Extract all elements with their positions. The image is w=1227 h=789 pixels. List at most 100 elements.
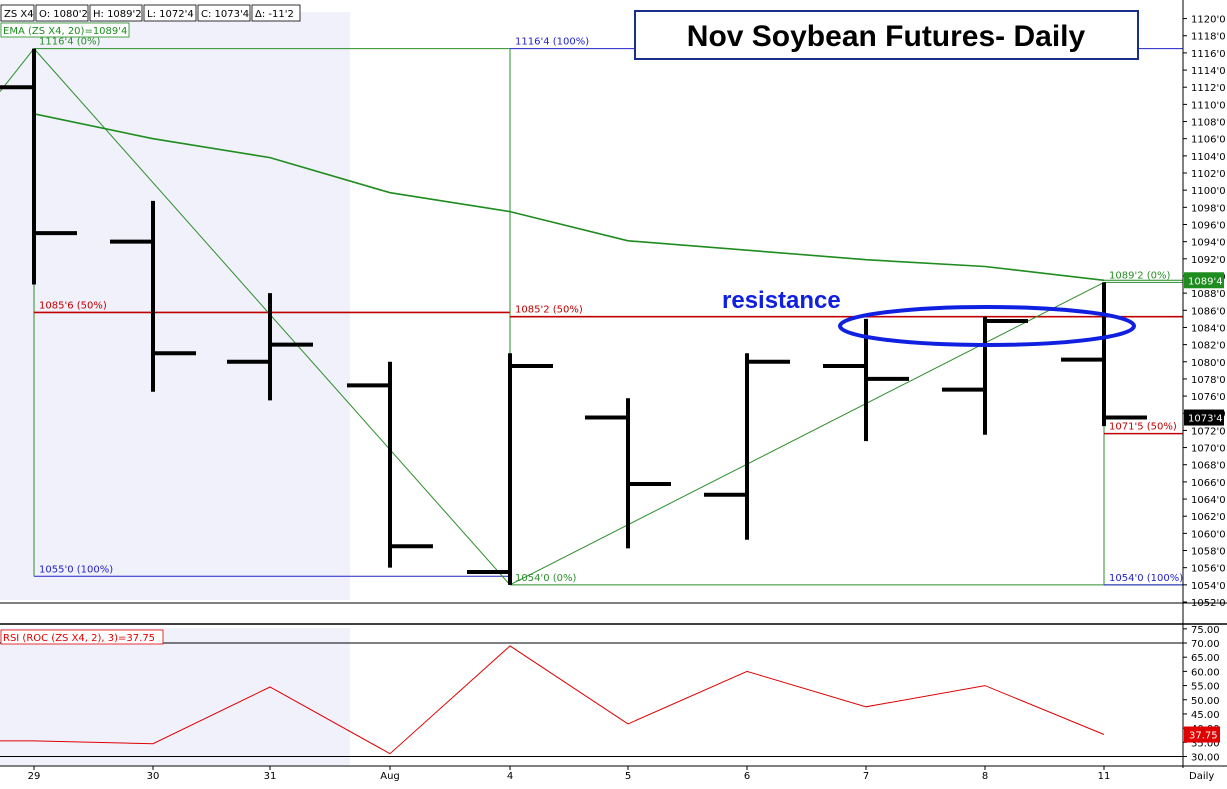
x-tick-label: Aug (380, 771, 400, 782)
ohlc-bar (942, 316, 1028, 435)
fib-level-label: 1085'2 (50%) (515, 305, 583, 316)
x-tick-label: 31 (264, 771, 277, 782)
chart-title: Nov Soybean Futures- Daily (687, 20, 1086, 53)
y-tick-label: 1098'0 (1191, 203, 1226, 214)
last-price-tag (1184, 409, 1224, 426)
rsi-tick-label: 60.00 (1191, 667, 1220, 678)
ema-line (33, 113, 1105, 282)
ohlc-bar (110, 200, 196, 392)
fib-level-label: 1085'6 (50%) (39, 300, 107, 311)
y-tick-label: 1066'0 (1191, 478, 1226, 489)
rsi-legend-box (0, 629, 164, 645)
ohlc-bar (585, 398, 671, 549)
x-tick-label: 6 (744, 771, 750, 782)
y-tick-label: 1060'0 (1191, 529, 1226, 540)
fib-level-label: 1055'0 (100%) (39, 564, 113, 575)
x-tick-label: 30 (147, 771, 160, 782)
fib-level-label: 1054'0 (0%) (515, 573, 577, 584)
ema-value-tag (1184, 272, 1224, 289)
symbol-label-box (0, 4, 35, 22)
last-price-label: 1073'4 (1188, 414, 1223, 425)
ohlc-bar (227, 293, 313, 401)
x-tick-label: 29 (28, 771, 41, 782)
high-label-box (89, 4, 143, 22)
x-tick-label: 11 (1098, 771, 1111, 782)
low-label-box (143, 4, 197, 22)
fib-level-label: 1116'4 (0%) (39, 37, 101, 48)
y-tick-label: 1096'0 (1191, 220, 1226, 231)
change-label-box (251, 4, 301, 22)
y-tick-label: 1094'0 (1191, 238, 1226, 249)
rsi-value-label: 37.75 (1189, 731, 1218, 742)
ema-value-label: 1089'4 (1188, 276, 1223, 287)
shaded-region (0, 12, 350, 600)
rsi-line (33, 645, 1105, 755)
ohlc-bar (467, 353, 553, 585)
symbol-label: ZS X4 (4, 9, 34, 20)
close-label: C: 1073'4 (201, 9, 249, 20)
ohlc-bar (704, 353, 790, 540)
low-label: L: 1072'4 (147, 9, 194, 20)
y-tick-label: 1106'0 (1191, 135, 1226, 146)
y-tick-label: 1052'0 (1191, 598, 1226, 609)
fib-level-label: 1071'5 (50%) (1109, 422, 1177, 433)
y-tick-label: 1110'0 (1191, 100, 1226, 111)
high-label: H: 1089'2 (93, 9, 142, 20)
y-tick-label: 1118'0 (1191, 32, 1226, 43)
ohlc-bar (1061, 282, 1147, 427)
y-tick-label: 1108'0 (1191, 118, 1226, 129)
y-tick-label: 1056'0 (1191, 564, 1226, 575)
rsi-tick-label: 50.00 (1191, 696, 1220, 707)
y-tick-label: 1064'0 (1191, 495, 1226, 506)
y-tick-label: 1116'0 (1191, 49, 1226, 60)
close-label-box (197, 4, 251, 22)
y-tick-label: 1100'0 (1191, 186, 1226, 197)
y-tick-label: 1058'0 (1191, 547, 1226, 558)
rsi-tick-label: 35.00 (1191, 738, 1220, 749)
y-tick-label: 1102'0 (1191, 169, 1226, 180)
y-tick-label: 1112'0 (1191, 83, 1226, 94)
y-tick-label: 1120'0 (1191, 15, 1226, 26)
resistance-ellipse (838, 305, 1136, 347)
y-tick-label: 1084'0 (1191, 323, 1226, 334)
title-box (634, 10, 1139, 60)
timeframe-label: Daily (1189, 771, 1214, 782)
fib-trend-line (509, 281, 1105, 586)
rsi-tick-label: 65.00 (1191, 653, 1220, 664)
fib-trend-line (0, 48, 35, 92)
open-label-box (35, 4, 89, 22)
fib-level-label: 1089'2 (0%) (1109, 270, 1171, 281)
rsi-value-tag (1184, 726, 1220, 743)
y-tick-label: 1054'0 (1191, 581, 1226, 592)
y-tick-label: 1078'0 (1191, 375, 1226, 386)
y-tick-label: 1092'0 (1191, 255, 1226, 266)
rsi-tick-label: 70.00 (1191, 639, 1220, 650)
y-tick-label: 1068'0 (1191, 461, 1226, 472)
y-tick-label: 1082'0 (1191, 341, 1226, 352)
y-tick-label: 1086'0 (1191, 306, 1226, 317)
ohlc-bar (0, 48, 77, 285)
ohlc-bar (823, 318, 909, 442)
rsi-legend-label: RSI (ROC (ZS X4, 2), 3)=37.75 (3, 633, 155, 644)
rsi-tick-label: 45.00 (1191, 710, 1220, 721)
x-tick-label: 4 (507, 771, 513, 782)
y-tick-label: 1104'0 (1191, 152, 1226, 163)
rsi-tick-label: 75.00 (1191, 625, 1220, 636)
ema-legend-box (0, 22, 130, 38)
fib-level-label: 1054'0 (100%) (1109, 573, 1183, 584)
rsi-tick-label: 55.00 (1191, 682, 1220, 693)
change-label: Δ: -11'2 (255, 9, 294, 20)
y-tick-label: 1076'0 (1191, 392, 1226, 403)
y-tick-label: 1072'0 (1191, 426, 1226, 437)
y-tick-label: 1088'0 (1191, 289, 1226, 300)
x-tick-label: 5 (625, 771, 631, 782)
rsi-tick-label: 30.00 (1191, 752, 1220, 763)
y-tick-label: 1080'0 (1191, 358, 1226, 369)
open-label: O: 1080'2 (39, 9, 88, 20)
y-tick-label: 1114'0 (1191, 66, 1226, 77)
y-tick-label: 1062'0 (1191, 512, 1226, 523)
fib-level-label: 1116'4 (100%) (515, 37, 589, 48)
x-tick-label: 8 (982, 771, 988, 782)
